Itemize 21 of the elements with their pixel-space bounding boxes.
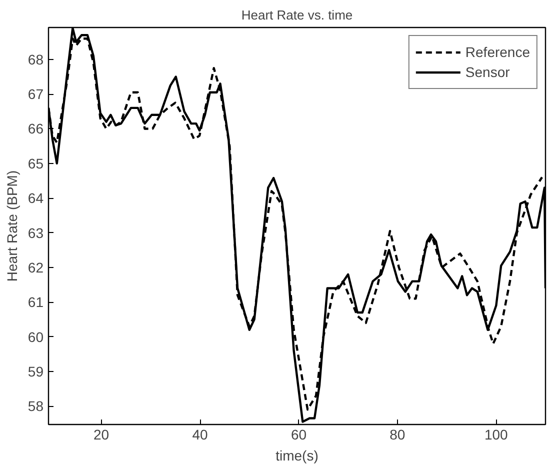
y-tick-label: 61 <box>28 294 44 310</box>
y-tick-label: 63 <box>28 224 44 241</box>
x-tick-label: 100 <box>484 426 508 442</box>
legend-label: Reference <box>465 44 530 60</box>
y-tick-label: 58 <box>28 398 44 414</box>
x-tick-label: 80 <box>390 426 406 442</box>
legend-label: Sensor <box>465 64 510 80</box>
x-tick-label: 60 <box>290 426 307 442</box>
y-tick-label: 68 <box>28 51 44 68</box>
x-axis-title: time(s) <box>276 448 318 464</box>
y-tick-label: 64 <box>28 190 44 206</box>
y-tick-label: 66 <box>28 120 44 137</box>
y-tick-label: 59 <box>28 363 44 380</box>
x-tick-label: 40 <box>192 426 208 442</box>
y-tick-label: 65 <box>28 155 44 172</box>
y-tick-label: 62 <box>28 259 44 276</box>
chart-title: Heart Rate vs. time <box>241 8 353 22</box>
x-tick-label: 20 <box>94 426 110 442</box>
y-tick-label: 60 <box>28 328 44 345</box>
y-tick-label: 67 <box>28 86 44 102</box>
y-axis-title: Heart Rate (BPM) <box>4 170 20 282</box>
